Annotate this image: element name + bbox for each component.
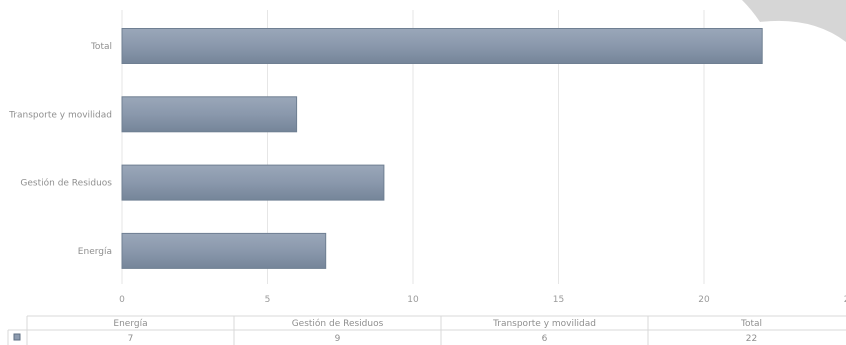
category-labels: Energía Gestión de Residuos Transporte y m… (8, 42, 112, 257)
table-value-cell: 22 (746, 334, 757, 344)
category-label: Gestión de Residuos (20, 178, 112, 189)
legend-key-swatch (13, 333, 21, 341)
decorative-arc (742, 0, 846, 42)
category-label: Energía (78, 247, 112, 257)
table-value-cell: 6 (542, 334, 548, 344)
x-axis-tick-labels: 0 5 10 15 20 25 (119, 295, 846, 305)
x-tick-label: 20 (698, 295, 710, 305)
x-tick-label: 15 (553, 295, 564, 305)
bar (121, 232, 327, 269)
category-label: Total (90, 42, 112, 52)
x-tick-label: 25 (844, 295, 846, 305)
data-table: Energía 7 Gestión de Residuos 9 Transporte y… (7, 315, 846, 345)
table-value-cell: 9 (335, 334, 341, 344)
bars (121, 28, 763, 269)
table-value-cell: 7 (128, 334, 134, 344)
table-header-cell: Transporte y movilidad (492, 319, 596, 329)
x-tick-label: 5 (265, 295, 271, 305)
x-tick-label: 0 (119, 295, 125, 305)
table-header-cell: Energía (113, 319, 147, 329)
table-header-cell: Total (740, 319, 762, 329)
bar (121, 28, 763, 64)
category-label: Transporte y movilidad (8, 110, 112, 120)
bar (121, 96, 298, 133)
x-tick-label: 10 (407, 295, 419, 305)
bar (121, 164, 385, 201)
table-header-cell: Gestión de Residuos (292, 318, 384, 329)
